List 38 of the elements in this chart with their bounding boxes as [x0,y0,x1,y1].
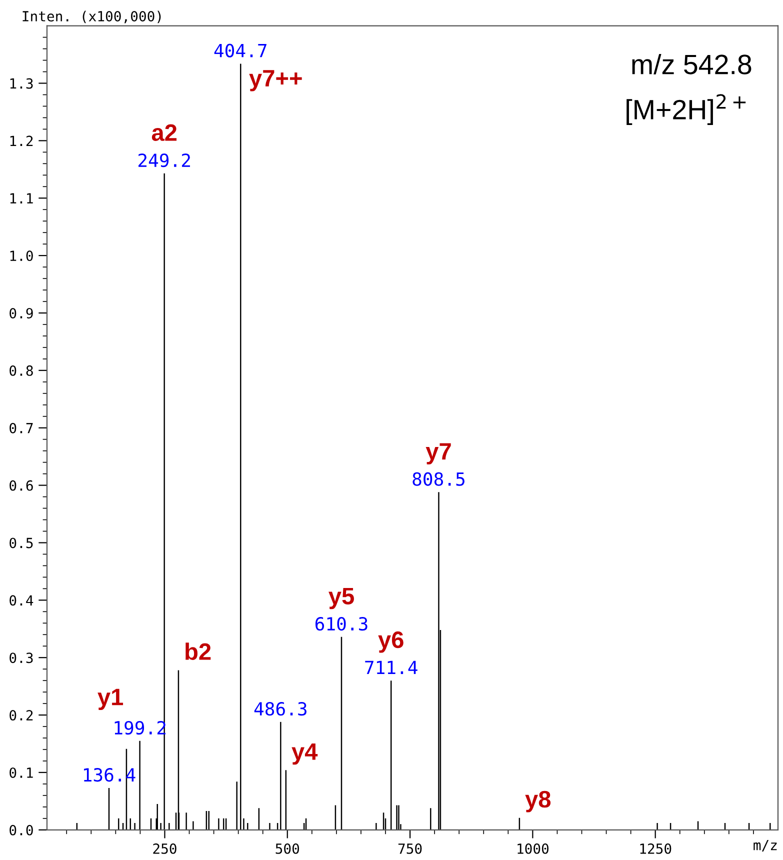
annotation: 808.5 [412,472,464,486]
x-tick-label: 500 [276,843,300,854]
y-tick-label: 0.5 [10,538,33,548]
annotation: y1 [98,688,124,710]
annotation: 711.4 [365,660,418,674]
annotation: y4 [292,743,318,765]
y-tick-label: 0.0 [10,824,33,836]
annotation: y7 [426,443,451,464]
annotation: y7++ [249,70,302,92]
annotation: [M+2H]$^{2+}$ [626,94,746,125]
y-tick-label: 0.1 [10,767,33,778]
y-tick-label: 1.3 [10,78,33,89]
annotation: b2 [186,642,211,660]
y-tick-label: 1.2 [10,136,33,146]
annotation: 610.3 [315,616,368,631]
y-tick-label: 1.1 [10,193,33,204]
annotation: y5 [328,588,354,610]
x-tick-label: 1250 [640,843,672,854]
annotation: 249.2 [138,153,190,168]
y-tick-label: 0.9 [10,308,33,318]
x-tick-label: 250 [153,843,176,854]
annotation: y6 [378,631,404,653]
annotation: y8 [525,790,551,812]
y-tick-label: 0.4 [10,595,34,606]
y-tick-label: 1.0 [10,250,33,262]
y-tick-label: 0.8 [10,365,33,376]
x-tick-label: 1000 [518,843,549,854]
annotation: a2 [152,124,177,141]
x-tick-label: 750 [398,843,422,854]
y-tick-label: 0.7 [10,422,33,434]
annotation: m/z 542.8 [632,54,752,74]
y-tick-label: 0.3 [10,652,33,664]
y-tick-label: 0.2 [10,710,33,721]
annotation: 404.7 [214,44,266,58]
x-axis-title: m/z [754,840,777,852]
annotation: 486.3 [254,702,306,716]
y-axis-title: Inten. (x100,000) [22,10,161,24]
y-tick-label: 0.6 [10,480,33,491]
